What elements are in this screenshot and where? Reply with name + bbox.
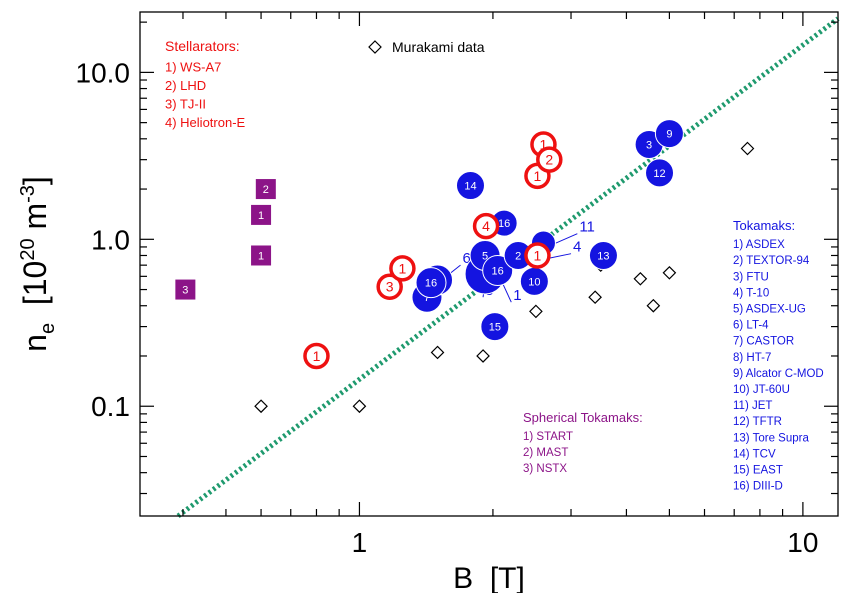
tokamak-point-label: 16 [425, 278, 437, 290]
tokamak-point-label: 2 [515, 250, 521, 262]
stellarator-point-label: 3 [386, 279, 394, 295]
spherical-tokamak-point [255, 179, 276, 200]
tokamak-point-label: 9 [666, 129, 672, 141]
tokamak-point [482, 255, 514, 287]
tokamak-point-label: 3 [646, 139, 652, 151]
tokamak-legend-item: 6) LT-4 [733, 320, 769, 332]
murakami-point [430, 345, 445, 360]
x-axis-label: B [T] [453, 562, 525, 593]
murakami-legend-marker [368, 40, 382, 54]
stellarator-point-label: 2 [545, 152, 553, 168]
tokamak-legend-item: 1) ASDEX [733, 239, 785, 251]
y-tick-label: 0.1 [91, 391, 130, 422]
tokamak-point-label: 15 [489, 322, 501, 334]
tokamak-point-label: 12 [653, 168, 665, 180]
stellarator-point [536, 146, 563, 173]
spherical-tokamak-point-label: 2 [263, 184, 269, 196]
murakami-point [529, 304, 543, 319]
tokamak-point-label: 13 [597, 250, 609, 262]
spherical-tokamak-point [175, 279, 196, 300]
stellarator-point-label: 1 [534, 247, 542, 263]
stellarator-point [376, 273, 403, 300]
tokamak-legend-item: 7) CASTOR [733, 336, 794, 348]
tokamak-legend-title: Tokamaks: [733, 218, 795, 233]
stellarator-point-label: 1 [313, 348, 321, 364]
tokamak-legend-item: 4) T-10 [733, 287, 769, 299]
tokamak-legend-item: 10) JT-60U [733, 384, 790, 396]
spherical-tokamak-point [251, 204, 272, 225]
tokamak-legend-item: 16) DIII-D [733, 481, 783, 493]
spherical-tokamak-point [251, 245, 272, 266]
tokamak-legend-item: 14) TCV [733, 448, 776, 460]
y-axis-label: ne [1020 m-3] [17, 176, 59, 352]
tokamak-layer: 681114716516162101415133912 [411, 119, 684, 342]
murakami-point [588, 290, 602, 305]
murakami-legend-label: Murakami data [392, 39, 485, 55]
tokamak-legend-item: 8) HT-7 [733, 352, 771, 364]
tokamak-legend-item: 12) TFTR [733, 416, 782, 428]
murakami-point [662, 265, 677, 280]
stellarator-point-label: 1 [399, 260, 407, 276]
tokamak-legend-item: 15) EAST [733, 465, 783, 477]
x-tick-label: 1 [352, 527, 368, 558]
tokamak-legend-item: 9) Alcator C-MOD [733, 368, 824, 380]
tokamak-legend-item: 3) FTU [733, 271, 769, 283]
tokamak-annotation-line [501, 282, 512, 303]
tokamak-annotation-label: 6 [462, 250, 470, 267]
stellarator-point [524, 242, 551, 269]
stellarator-point-label: 4 [482, 218, 490, 234]
tokamak-point [645, 158, 675, 188]
stellarator-legend-item: 4) Heliotron-E [165, 115, 246, 130]
stellarator-point [389, 255, 416, 282]
stellarator-legend-title: Stellarators: [165, 38, 240, 54]
stellarator-point-label: 1 [534, 168, 542, 184]
stellarator-legend-item: 2) LHD [165, 78, 206, 93]
y-tick-label: 10.0 [76, 57, 131, 88]
murakami-point [646, 298, 661, 313]
tokamak-point [588, 240, 618, 270]
tokamak-annotation-label: 4 [573, 239, 581, 256]
spherical-tokamak-legend-item: 3) NSTX [523, 463, 567, 475]
tokamak-annotation-label: 1 [513, 287, 521, 304]
spherical-tokamak-point-label: 1 [258, 210, 264, 222]
tokamak-point [480, 312, 510, 342]
spherical-tokamak-legend-item: 2) MAST [523, 447, 568, 459]
murakami-point [633, 271, 648, 286]
stellarator-point [472, 212, 500, 240]
murakami-point [254, 399, 268, 414]
tokamak-point [455, 171, 485, 201]
spherical-tokamak-legend-item: 1) START [523, 431, 573, 443]
stellarator-point-label: 1 [540, 136, 548, 152]
murakami-point [740, 141, 755, 156]
tokamak-point [654, 119, 684, 149]
axes-layer: 1 10 0.1 1.0 10.0 B [T] ne [1020 m-3] [17, 11, 839, 593]
tokamak-legend-item: 5) ASDEX-UG [733, 304, 806, 316]
tokamak-point-label: 16 [492, 266, 504, 278]
spherical-tokamak-legend-title: Spherical Tokamaks: [523, 410, 643, 425]
stellarator-point [303, 342, 330, 370]
tokamak-point [415, 267, 447, 299]
plot-frame [139, 11, 839, 517]
tokamak-annotation-label: 11 [579, 219, 595, 236]
tokamak-legend-item: 13) Tore Supra [733, 432, 809, 444]
spherical-tokamak-point-label: 3 [182, 285, 188, 297]
tokamak-point-label: 10 [528, 276, 540, 288]
y-tick-label: 1.0 [91, 224, 130, 255]
tokamak-legend-item: 11) JET [733, 400, 772, 412]
tokamak-point-label: 5 [482, 250, 488, 262]
spherical-tokamak-point-label: 1 [258, 250, 264, 262]
stellarator-legend-item: 1) WS-A7 [165, 60, 221, 75]
murakami-point [476, 349, 490, 363]
tokamak-legend-item: 2) TEXTOR-94 [733, 255, 810, 267]
spherical-tokamak-layer: 2 1 1 3 [175, 179, 276, 300]
legend-layer: Stellarators: 1) WS-A7 2) LHD 3) TJ-II 4) He… [165, 38, 824, 493]
murakami-point [352, 399, 367, 414]
tokamak-point-label: 16 [498, 218, 510, 230]
x-tick-label: 10 [787, 527, 818, 558]
tokamak-point-label: 7 [424, 292, 430, 304]
stellarator-legend-item: 3) TJ-II [165, 97, 206, 112]
tokamak-point-label: 14 [464, 181, 476, 193]
